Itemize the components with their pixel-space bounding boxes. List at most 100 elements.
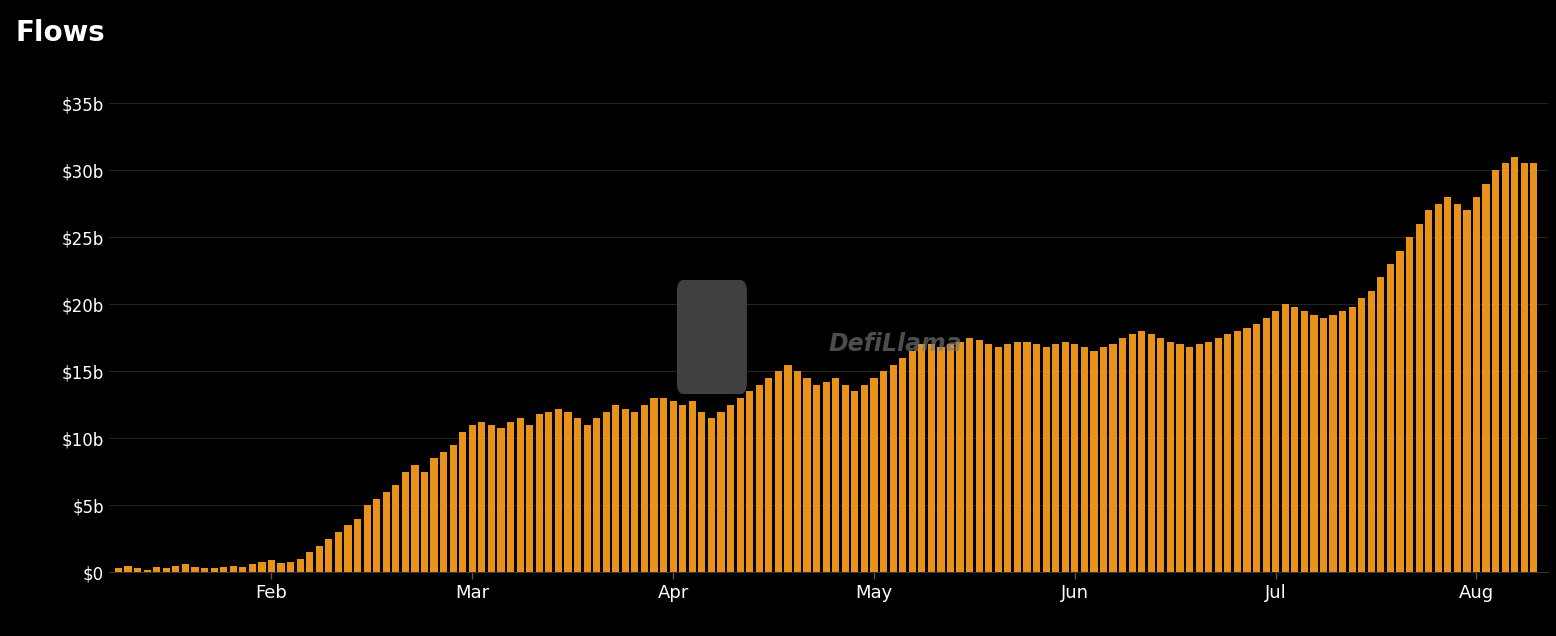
Bar <box>431 459 437 572</box>
Bar <box>727 404 734 572</box>
Bar <box>1167 342 1175 572</box>
Bar <box>851 391 859 572</box>
Bar <box>678 404 686 572</box>
Bar <box>766 378 772 572</box>
Bar <box>650 398 658 572</box>
Bar <box>468 425 476 572</box>
Bar <box>124 565 132 572</box>
Bar <box>297 559 303 572</box>
Text: Flows: Flows <box>16 19 106 47</box>
Bar <box>392 485 400 572</box>
Bar <box>1444 197 1452 572</box>
Bar <box>708 418 716 572</box>
Bar <box>440 452 447 572</box>
Bar <box>1128 334 1136 572</box>
Bar <box>1071 345 1078 572</box>
Bar <box>115 569 121 572</box>
Bar <box>1425 211 1432 572</box>
Bar <box>948 345 954 572</box>
Bar <box>1109 345 1117 572</box>
Bar <box>1081 347 1088 572</box>
Bar <box>660 398 668 572</box>
Bar <box>230 565 237 572</box>
Bar <box>994 347 1002 572</box>
Text: DefiLlama: DefiLlama <box>829 332 962 356</box>
Bar <box>1463 211 1470 572</box>
Bar <box>335 532 342 572</box>
Bar <box>268 560 275 572</box>
Bar <box>1502 163 1509 572</box>
Bar <box>803 378 811 572</box>
Bar <box>507 422 513 572</box>
Bar <box>1530 163 1537 572</box>
Bar <box>1435 204 1442 572</box>
Bar <box>1195 345 1203 572</box>
Bar <box>286 562 294 572</box>
Bar <box>1474 197 1480 572</box>
FancyBboxPatch shape <box>677 280 747 394</box>
Bar <box>1396 251 1404 572</box>
Bar <box>842 385 850 572</box>
Bar <box>775 371 783 572</box>
Bar <box>860 385 868 572</box>
Bar <box>870 378 878 572</box>
Bar <box>1033 345 1039 572</box>
Bar <box>622 409 629 572</box>
Bar <box>1416 224 1422 572</box>
Bar <box>745 391 753 572</box>
Bar <box>1368 291 1376 572</box>
Bar <box>517 418 524 572</box>
Bar <box>411 465 419 572</box>
Bar <box>1176 345 1184 572</box>
Bar <box>1377 277 1385 572</box>
Bar <box>899 358 906 572</box>
Bar <box>1015 342 1021 572</box>
Bar <box>890 364 896 572</box>
Bar <box>383 492 391 572</box>
Bar <box>152 567 160 572</box>
Bar <box>249 564 255 572</box>
Bar <box>1511 156 1519 572</box>
Bar <box>134 569 142 572</box>
Bar <box>1386 264 1394 572</box>
Bar <box>1453 204 1461 572</box>
Bar <box>1273 311 1279 572</box>
Bar <box>1301 311 1309 572</box>
Bar <box>669 401 677 572</box>
Bar <box>1349 307 1355 572</box>
Bar <box>240 567 246 572</box>
Bar <box>1310 315 1318 572</box>
Bar <box>1091 351 1097 572</box>
Bar <box>182 564 188 572</box>
Bar <box>1043 347 1050 572</box>
Bar <box>173 565 179 572</box>
Bar <box>344 525 352 572</box>
Bar <box>1483 184 1489 572</box>
Bar <box>1329 315 1337 572</box>
Bar <box>526 425 534 572</box>
Bar <box>1319 317 1327 572</box>
Bar <box>325 539 333 572</box>
Bar <box>1243 328 1251 572</box>
Bar <box>985 345 993 572</box>
Bar <box>612 404 619 572</box>
Bar <box>937 347 944 572</box>
Bar <box>277 563 285 572</box>
Bar <box>1024 342 1030 572</box>
Bar <box>478 422 485 572</box>
Bar <box>535 414 543 572</box>
Bar <box>1004 345 1011 572</box>
Bar <box>736 398 744 572</box>
Bar <box>422 472 428 572</box>
Bar <box>832 378 839 572</box>
Bar <box>555 409 562 572</box>
Bar <box>814 385 820 572</box>
Bar <box>353 519 361 572</box>
Bar <box>1253 324 1260 572</box>
Bar <box>364 506 370 572</box>
Bar <box>1262 317 1270 572</box>
Bar <box>489 425 495 572</box>
Bar <box>602 411 610 572</box>
Bar <box>784 364 792 572</box>
Bar <box>1340 311 1346 572</box>
